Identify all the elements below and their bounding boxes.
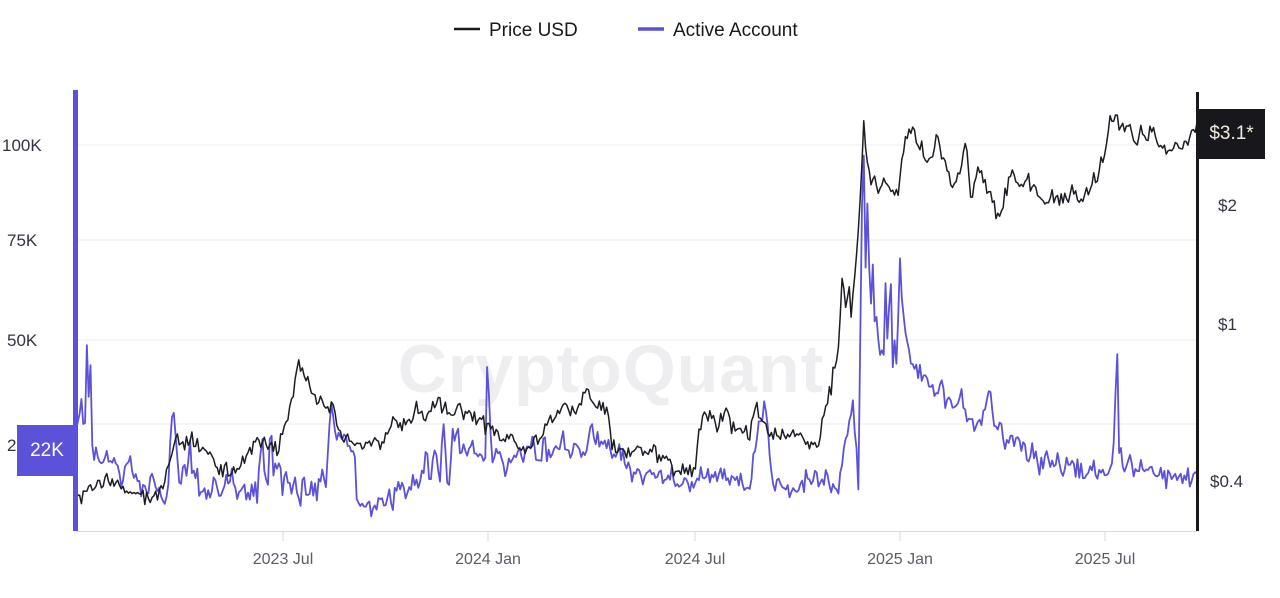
svg-text:Active Account: Active Account: [673, 20, 798, 41]
svg-text:CryptoQuant: CryptoQuant: [398, 331, 825, 407]
svg-text:Price USD: Price USD: [489, 20, 578, 41]
